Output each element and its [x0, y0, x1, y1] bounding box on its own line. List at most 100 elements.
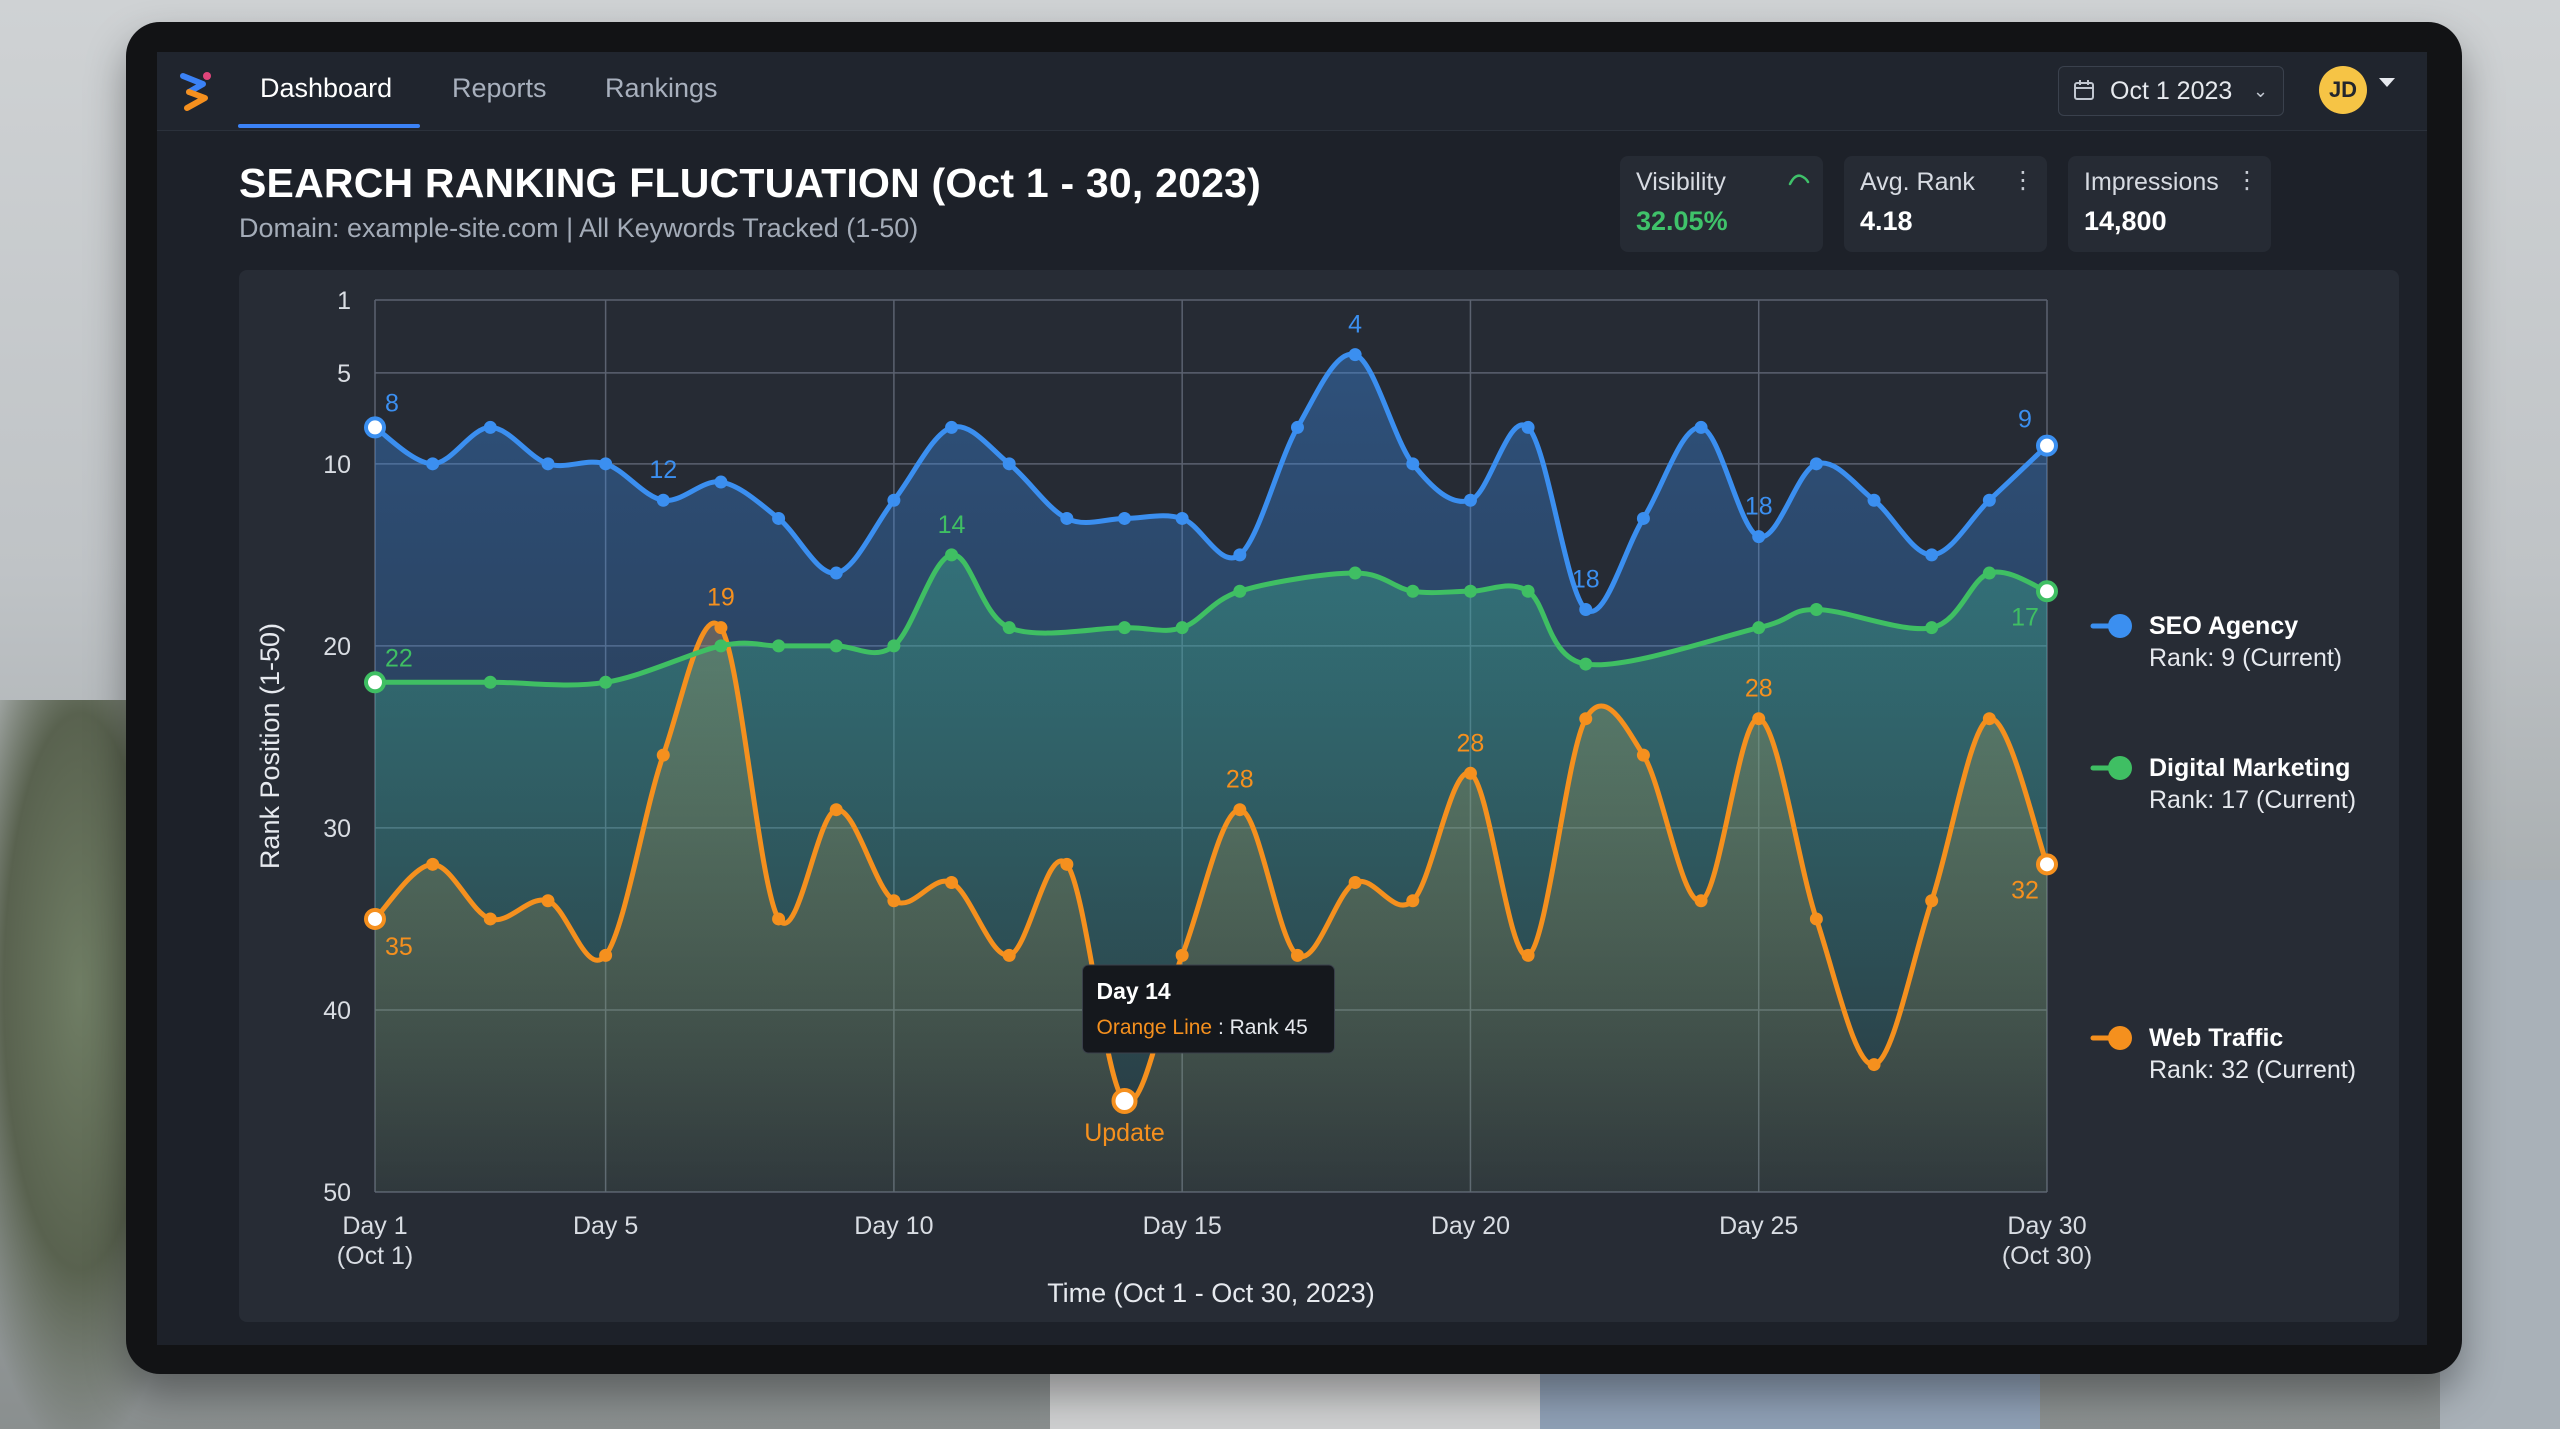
y-axis-title: Rank Position (1-50) — [255, 623, 285, 869]
data-point — [541, 457, 555, 471]
data-point — [426, 857, 440, 871]
kpi-value: 4.18 — [1860, 206, 1913, 236]
x-tick-label: Day 20 — [1431, 1212, 1510, 1240]
data-point — [1233, 584, 1247, 598]
data-point — [1925, 621, 1939, 635]
data-point-endpoint — [364, 907, 386, 930]
legend-swatch-dot — [2108, 756, 2132, 780]
data-point-endpoint — [364, 671, 386, 694]
app-logo-icon[interactable] — [177, 70, 215, 114]
tooltip-title: Day 14 — [1097, 978, 1171, 1004]
data-point — [887, 493, 901, 507]
top-navbar: Dashboard Reports Rankings Oct 1 2023 ⌄ … — [157, 52, 2427, 131]
legend-series-current: Rank: 17 (Current) — [2149, 786, 2356, 814]
data-label: 8 — [385, 389, 399, 417]
x-tick-label: Day 15 — [1143, 1212, 1222, 1240]
y-tick-label: 40 — [323, 997, 351, 1025]
legend-swatch-dot — [2108, 614, 2132, 638]
data-point — [714, 475, 728, 489]
data-point — [1694, 894, 1708, 908]
tab-rankings[interactable]: Rankings — [605, 73, 718, 103]
data-point-endpoint — [364, 416, 386, 439]
legend-series-name: Web Traffic — [2149, 1024, 2283, 1052]
y-tick-label: 30 — [323, 815, 351, 843]
data-point — [1175, 511, 1189, 525]
data-point — [887, 639, 901, 653]
data-point — [1636, 748, 1650, 762]
data-point — [1694, 420, 1708, 434]
data-point — [945, 548, 959, 562]
data-point — [1060, 857, 1074, 871]
date-picker-button[interactable]: Oct 1 2023 ⌄ — [2058, 66, 2284, 116]
data-point — [714, 621, 728, 635]
data-label: 35 — [385, 933, 413, 961]
data-point — [829, 639, 843, 653]
series-area — [375, 354, 2047, 1192]
data-point-endpoint — [2036, 580, 2058, 603]
more-vertical-icon[interactable]: ⋮ — [2011, 167, 2035, 194]
annotation-point — [1111, 1087, 1138, 1114]
x-axis-title: Time (Oct 1 - Oct 30, 2023) — [1047, 1278, 1375, 1308]
data-label: 18 — [1745, 493, 1773, 521]
data-point — [426, 457, 440, 471]
data-point — [1982, 566, 1996, 580]
data-label: 28 — [1745, 675, 1773, 703]
y-tick-label: 50 — [323, 1179, 351, 1207]
data-point — [1521, 584, 1535, 598]
tooltip-series-name: Orange Line — [1097, 1016, 1213, 1039]
data-point — [1002, 621, 1016, 635]
data-point — [1233, 548, 1247, 562]
data-point — [1982, 712, 1996, 726]
x-tick-label: Day 5 — [573, 1212, 638, 1240]
data-label: 22 — [385, 644, 413, 672]
data-point — [483, 420, 497, 434]
y-tick-label: 10 — [323, 451, 351, 479]
x-tick-label: Day 30 — [2007, 1212, 2086, 1240]
y-tick-label: 20 — [323, 633, 351, 661]
data-label: 18 — [1572, 565, 1600, 593]
data-point — [1175, 948, 1189, 962]
user-avatar[interactable]: JD — [2319, 66, 2367, 114]
data-point — [599, 457, 613, 471]
data-point — [1925, 548, 1939, 562]
kpi-value: 14,800 — [2084, 206, 2167, 236]
kpi-card-visibility[interactable]: Visibility 32.05% — [1620, 156, 1823, 252]
data-point — [1463, 493, 1477, 507]
data-point — [1752, 712, 1766, 726]
active-tab-indicator — [238, 124, 420, 128]
data-point — [1752, 621, 1766, 635]
data-label: 28 — [1457, 729, 1485, 757]
tab-reports[interactable]: Reports — [452, 73, 547, 103]
caret-down-icon[interactable] — [2379, 78, 2395, 87]
data-point — [1925, 894, 1939, 908]
data-point — [656, 493, 670, 507]
legend-item: SEO Agency Rank: 9 (Current) — [2090, 612, 2342, 672]
data-point — [599, 948, 613, 962]
data-point — [1867, 493, 1881, 507]
more-vertical-icon[interactable]: ⋮ — [2235, 167, 2259, 194]
tab-dashboard[interactable]: Dashboard — [260, 73, 393, 103]
data-point — [1463, 766, 1477, 780]
data-label: 28 — [1226, 766, 1254, 794]
rank-fluctuation-chart: 1 5 10 20 30 40 50 Day 1(Oct 1) Day 5 Day 10 Day 1… — [255, 287, 2356, 1308]
data-point — [1752, 530, 1766, 544]
data-point — [1809, 602, 1823, 616]
legend-series-current: Rank: 32 (Current) — [2149, 1056, 2356, 1084]
data-point — [1463, 584, 1477, 598]
kpi-card-impressions[interactable]: Impressions 14,800 ⋮ — [2068, 156, 2271, 252]
x-tick-label: Day 10 — [854, 1212, 933, 1240]
tooltip-value: : Rank 45 — [1212, 1016, 1308, 1039]
kpi-card-avg-rank[interactable]: Avg. Rank 4.18 ⋮ — [1844, 156, 2047, 252]
date-picker-label: Oct 1 2023 — [2110, 77, 2233, 105]
data-point — [1118, 511, 1132, 525]
dashboard-screen: Dashboard Reports Rankings Oct 1 2023 ⌄ … — [157, 52, 2427, 1345]
data-point — [656, 748, 670, 762]
legend-series-current: Rank: 9 (Current) — [2149, 644, 2342, 672]
data-point-endpoint — [2036, 434, 2058, 457]
data-point — [1636, 511, 1650, 525]
data-point — [1233, 803, 1247, 817]
data-point — [1060, 511, 1074, 525]
y-tick-label: 1 — [337, 287, 351, 315]
data-label: 17 — [2011, 603, 2039, 631]
page-title: SEARCH RANKING FLUCTUATION (Oct 1 - 30, … — [239, 160, 1261, 206]
